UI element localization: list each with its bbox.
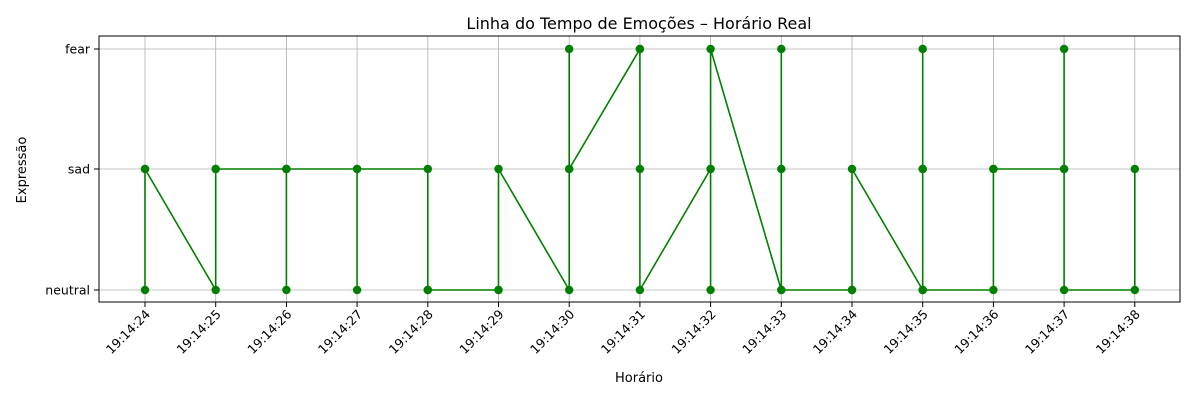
- data-point: [423, 164, 432, 174]
- data-point: [140, 164, 150, 174]
- data-point: [494, 285, 503, 295]
- data-point: [777, 164, 786, 174]
- x-axis-label: Horário: [615, 371, 663, 386]
- data-point: [706, 44, 715, 54]
- x-tick-label: 19:14:29: [456, 306, 506, 356]
- y-tick-label: sad: [68, 162, 90, 177]
- data-point: [282, 164, 291, 174]
- data-point: [918, 164, 927, 174]
- data-point: [918, 285, 927, 295]
- data-point: [635, 285, 645, 295]
- data-point: [565, 44, 574, 54]
- x-tick-label: 19:14:32: [668, 307, 718, 357]
- data-point: [1130, 285, 1140, 295]
- y-axis-ticks: neutral sad fear: [45, 42, 99, 298]
- data-point: [211, 164, 220, 174]
- data-point: [777, 44, 786, 54]
- data-point: [565, 164, 574, 174]
- data-point: [211, 285, 220, 295]
- y-tick-label: neutral: [45, 283, 90, 298]
- data-point: [989, 285, 998, 295]
- data-point: [423, 285, 432, 295]
- data-point: [352, 164, 362, 174]
- x-tick-label: 19:14:24: [103, 306, 153, 356]
- data-point: [1130, 164, 1140, 174]
- data-point: [635, 44, 645, 54]
- x-tick-label: 19:14:34: [810, 306, 860, 356]
- data-point: [282, 285, 291, 295]
- data-point: [1059, 164, 1069, 174]
- x-tick-label: 19:14:28: [386, 306, 436, 356]
- data-point: [706, 285, 715, 295]
- x-tick-label: 19:14:38: [1093, 306, 1143, 356]
- data-point: [565, 285, 574, 295]
- x-tick-label: 19:14:36: [951, 306, 1001, 356]
- x-tick-label: 19:14:27: [315, 307, 365, 357]
- series-line: [144, 48, 1136, 291]
- y-axis-label: Expressão: [15, 137, 30, 204]
- data-point: [352, 285, 362, 295]
- data-point: [918, 44, 927, 54]
- data-point: [635, 164, 645, 174]
- chart-title: Linha do Tempo de Emoções – Horário Real: [466, 14, 811, 33]
- x-tick-label: 19:14:35: [881, 307, 931, 357]
- series-layer: [140, 44, 1140, 295]
- data-point: [777, 285, 786, 295]
- data-point: [1059, 44, 1069, 54]
- data-point: [494, 164, 503, 174]
- data-point: [847, 164, 857, 174]
- y-tick-label: fear: [65, 42, 91, 57]
- data-point: [847, 285, 857, 295]
- x-tick-label: 19:14:30: [527, 306, 577, 356]
- data-point: [706, 164, 715, 174]
- x-tick-label: 19:14:26: [244, 306, 294, 356]
- x-tick-label: 19:14:33: [739, 307, 789, 357]
- data-point: [989, 164, 998, 174]
- x-tick-label: 19:14:37: [1022, 307, 1072, 357]
- x-tick-label: 19:14:25: [174, 307, 224, 357]
- data-point: [1059, 285, 1069, 295]
- x-tick-label: 19:14:31: [598, 307, 648, 357]
- data-point: [140, 285, 150, 295]
- x-axis-ticks: 19:14:24 19:14:25 19:14:26 19:14:27 19:14:28…: [103, 302, 1143, 357]
